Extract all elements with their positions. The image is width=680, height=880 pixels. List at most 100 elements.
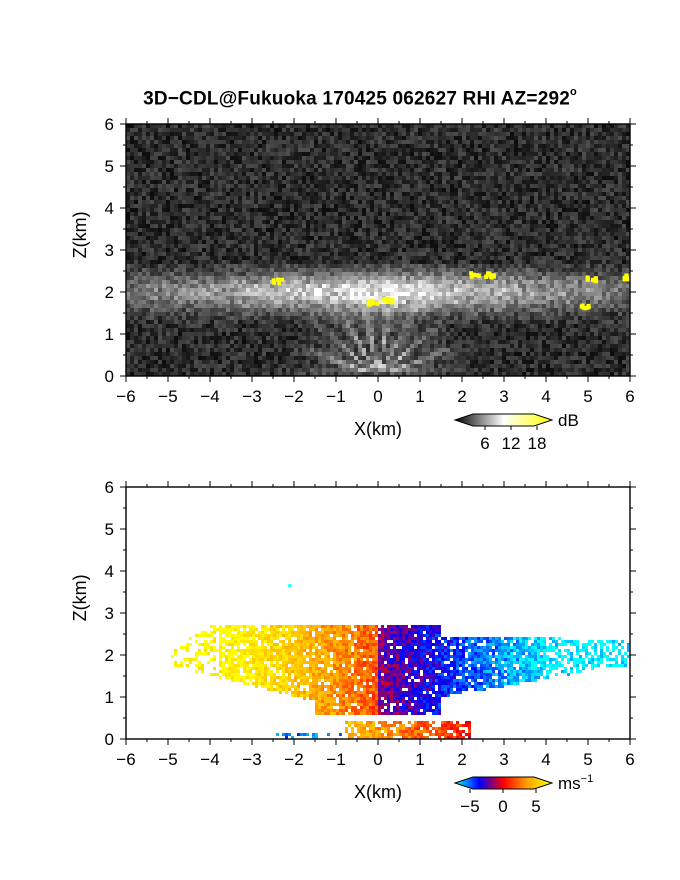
- reflectivity-cell: [318, 236, 322, 240]
- reflectivity-cell: [130, 280, 134, 284]
- reflectivity-cell: [474, 196, 478, 200]
- reflectivity-cell: [434, 144, 438, 148]
- reflectivity-cell: [230, 260, 234, 264]
- reflectivity-cell: [170, 280, 174, 284]
- reflectivity-cell: [298, 272, 302, 276]
- reflectivity-cell: [134, 180, 138, 184]
- reflectivity-cell: [374, 232, 378, 236]
- reflectivity-cell: [422, 152, 426, 156]
- reflectivity-cell: [134, 224, 138, 228]
- reflectivity-cell: [406, 184, 410, 188]
- reflectivity-cell: [302, 232, 306, 236]
- reflectivity-cell: [178, 156, 182, 160]
- reflectivity-cell: [226, 244, 230, 248]
- reflectivity-cell: [170, 272, 174, 276]
- reflectivity-cell: [186, 252, 190, 256]
- reflectivity-cell: [282, 224, 286, 228]
- reflectivity-cell: [358, 260, 362, 264]
- reflectivity-cell: [454, 180, 458, 184]
- reflectivity-cell: [170, 268, 174, 272]
- reflectivity-cell: [454, 204, 458, 208]
- reflectivity-cell: [306, 212, 310, 216]
- reflectivity-cell: [442, 168, 446, 172]
- reflectivity-cell: [466, 152, 470, 156]
- reflectivity-cell: [374, 272, 378, 276]
- reflectivity-cell: [310, 176, 314, 180]
- reflectivity-cell: [338, 180, 342, 184]
- reflectivity-cell: [498, 232, 502, 236]
- reflectivity-cell: [546, 148, 550, 152]
- reflectivity-cell: [306, 204, 310, 208]
- reflectivity-cell: [166, 192, 170, 196]
- reflectivity-cell: [242, 168, 246, 172]
- reflectivity-cell: [450, 204, 454, 208]
- reflectivity-cell: [418, 248, 422, 252]
- reflectivity-cell: [230, 168, 234, 172]
- reflectivity-cell: [382, 152, 386, 156]
- reflectivity-cell: [482, 176, 486, 180]
- reflectivity-cell: [222, 248, 226, 252]
- reflectivity-cell: [274, 140, 278, 144]
- reflectivity-cell: [230, 240, 234, 244]
- reflectivity-cell: [606, 156, 610, 160]
- reflectivity-cell: [446, 224, 450, 228]
- reflectivity-cell: [194, 236, 198, 240]
- reflectivity-cell: [502, 200, 506, 204]
- reflectivity-cell: [298, 224, 302, 228]
- reflectivity-cell: [242, 260, 246, 264]
- reflectivity-cell: [470, 248, 474, 252]
- reflectivity-cell: [610, 244, 614, 248]
- reflectivity-cell: [178, 220, 182, 224]
- reflectivity-cell: [346, 256, 350, 260]
- reflectivity-cell: [170, 256, 174, 260]
- reflectivity-cell: [490, 180, 494, 184]
- reflectivity-cell: [274, 136, 278, 140]
- reflectivity-cell: [318, 156, 322, 160]
- reflectivity-cell: [142, 144, 146, 148]
- reflectivity-cell: [406, 176, 410, 180]
- reflectivity-cell: [542, 148, 546, 152]
- reflectivity-cell: [298, 260, 302, 264]
- reflectivity-cell: [326, 280, 330, 284]
- reflectivity-cell: [182, 164, 186, 168]
- reflectivity-cell: [394, 280, 398, 284]
- reflectivity-cell: [358, 208, 362, 212]
- reflectivity-cell: [346, 176, 350, 180]
- reflectivity-cell: [346, 208, 350, 212]
- reflectivity-cell: [590, 256, 594, 260]
- reflectivity-cell: [502, 208, 506, 212]
- reflectivity-cell: [410, 152, 414, 156]
- reflectivity-cell: [330, 148, 334, 152]
- reflectivity-cell: [238, 148, 242, 152]
- reflectivity-cell: [370, 136, 374, 140]
- reflectivity-cell: [318, 140, 322, 144]
- reflectivity-cell: [358, 140, 362, 144]
- reflectivity-cell: [430, 212, 434, 216]
- reflectivity-cell: [234, 260, 238, 264]
- reflectivity-cell: [126, 212, 130, 216]
- reflectivity-cell: [518, 132, 522, 136]
- reflectivity-cell: [206, 140, 210, 144]
- reflectivity-cell: [358, 272, 362, 276]
- reflectivity-cell: [626, 168, 630, 172]
- reflectivity-cell: [578, 176, 582, 180]
- reflectivity-cell: [598, 152, 602, 156]
- reflectivity-cell: [134, 272, 138, 276]
- reflectivity-cell: [322, 240, 326, 244]
- reflectivity-cell: [346, 228, 350, 232]
- reflectivity-cell: [406, 268, 410, 272]
- reflectivity-cell: [162, 276, 166, 280]
- reflectivity-cell: [194, 276, 198, 280]
- reflectivity-cell: [366, 132, 370, 136]
- reflectivity-cell: [178, 240, 182, 244]
- reflectivity-cell: [258, 176, 262, 180]
- reflectivity-cell: [498, 196, 502, 200]
- reflectivity-cell: [210, 228, 214, 232]
- reflectivity-cell: [406, 196, 410, 200]
- reflectivity-cell: [534, 216, 538, 220]
- reflectivity-cell: [302, 212, 306, 216]
- reflectivity-cell: [466, 272, 470, 276]
- reflectivity-cell: [262, 152, 266, 156]
- reflectivity-cell: [574, 156, 578, 160]
- reflectivity-cell: [266, 216, 270, 220]
